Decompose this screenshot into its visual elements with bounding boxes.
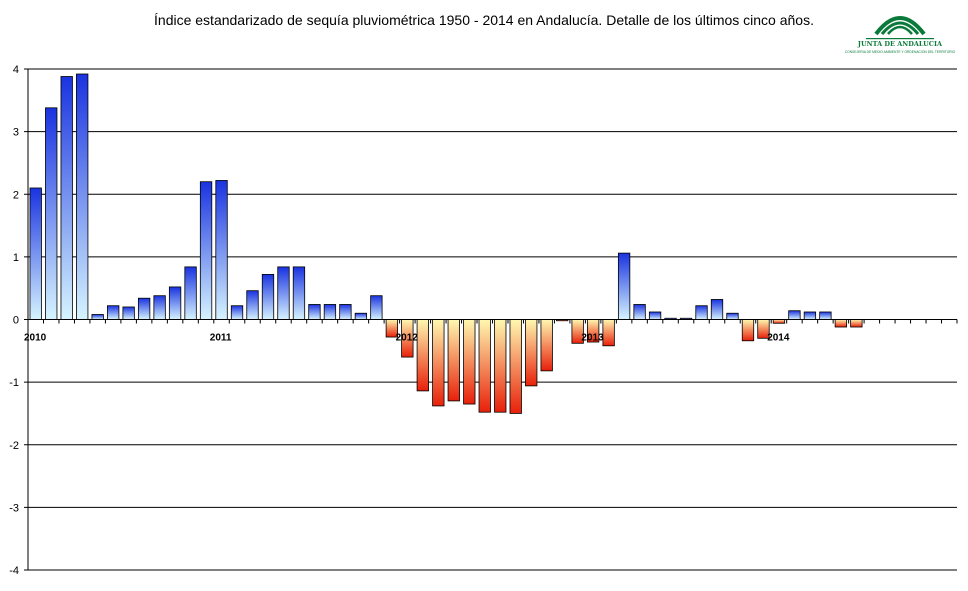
bar bbox=[478, 319, 491, 413]
bar bbox=[741, 319, 755, 342]
bar bbox=[633, 304, 646, 320]
bar bbox=[292, 266, 306, 320]
bar bbox=[246, 290, 259, 320]
logo-name: JUNTA DE ANDALUCIA bbox=[857, 40, 943, 48]
bar bbox=[339, 304, 352, 320]
bar bbox=[772, 319, 786, 324]
bar bbox=[726, 312, 739, 320]
bar bbox=[509, 319, 522, 414]
junta-de-andalucia-logo: JUNTA DE ANDALUCIA CONSEJERIA DE MEDIO A… bbox=[845, 16, 956, 54]
bar bbox=[137, 297, 151, 320]
bar bbox=[834, 319, 848, 328]
bar bbox=[803, 311, 817, 320]
bar bbox=[60, 76, 73, 320]
bar bbox=[323, 304, 337, 320]
bar bbox=[695, 305, 708, 320]
bar bbox=[370, 295, 383, 320]
year-label: 2012 bbox=[396, 333, 419, 344]
bar bbox=[261, 274, 275, 320]
chart-title: Índice estandarizado de sequía pluviomét… bbox=[154, 12, 814, 28]
bar bbox=[463, 319, 476, 405]
y-tick-label: -2 bbox=[9, 440, 19, 452]
bar bbox=[153, 295, 166, 320]
bar bbox=[215, 180, 228, 320]
bar bbox=[29, 187, 42, 320]
bar bbox=[354, 312, 368, 320]
y-tick-label: 1 bbox=[13, 252, 19, 264]
bar bbox=[199, 181, 213, 320]
bar bbox=[617, 252, 631, 320]
bar bbox=[447, 319, 460, 402]
bar bbox=[819, 311, 832, 320]
year-label: 2010 bbox=[24, 333, 47, 344]
bar bbox=[107, 305, 120, 320]
bar bbox=[648, 311, 662, 320]
year-label: 2011 bbox=[210, 333, 232, 344]
bar bbox=[230, 305, 244, 320]
bar bbox=[494, 319, 507, 413]
y-tick-label: 3 bbox=[13, 127, 19, 139]
bar bbox=[308, 304, 321, 320]
bar bbox=[45, 107, 58, 320]
bar bbox=[540, 319, 553, 372]
bar bbox=[432, 319, 445, 407]
bar bbox=[91, 314, 104, 320]
bar bbox=[277, 266, 290, 320]
y-tick-label: -4 bbox=[9, 565, 19, 577]
bar bbox=[184, 266, 197, 320]
bar bbox=[710, 299, 724, 320]
bar bbox=[416, 319, 429, 392]
bar bbox=[168, 286, 182, 320]
bar bbox=[76, 73, 89, 320]
y-tick-label: 2 bbox=[13, 189, 19, 201]
bar bbox=[525, 319, 538, 387]
bar bbox=[602, 319, 615, 347]
year-label: 2013 bbox=[581, 333, 604, 344]
year-label: 2014 bbox=[767, 333, 790, 344]
logo-subtitle: CONSEJERIA DE MEDIO AMBIENTE Y ORDENACIO… bbox=[845, 50, 956, 54]
y-tick-label: 0 bbox=[13, 315, 19, 327]
bar bbox=[788, 310, 801, 320]
y-tick-label: -1 bbox=[9, 377, 19, 389]
bar bbox=[850, 319, 863, 328]
bar bbox=[122, 306, 135, 320]
y-tick-label: -3 bbox=[9, 502, 19, 514]
y-tick-label: 4 bbox=[13, 64, 19, 76]
